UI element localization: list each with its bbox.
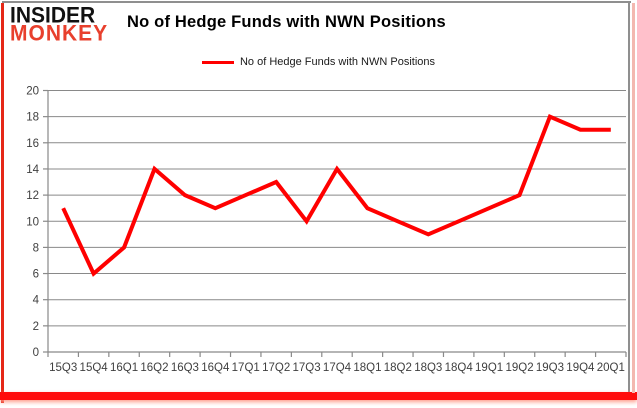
insider-monkey-logo: INSIDER MONKEY <box>10 3 109 47</box>
frame-bottom-red-accent <box>0 392 637 400</box>
chart-title: No of Hedge Funds with NWN Positions <box>127 13 446 31</box>
y-axis-label: 12 <box>26 190 39 202</box>
y-axis-label: 20 <box>26 86 39 98</box>
x-axis-label: 17Q1 <box>232 362 260 374</box>
x-axis-label: 20Q1 <box>597 362 625 374</box>
x-axis-label: 18Q1 <box>353 362 381 374</box>
frame-right-border <box>628 1 630 392</box>
x-axis-label: 18Q3 <box>414 362 442 374</box>
x-axis-label: 16Q3 <box>171 362 199 374</box>
series-line <box>61 114 611 277</box>
x-axis-label: 18Q2 <box>384 362 412 374</box>
y-axis-label: 16 <box>26 138 39 150</box>
y-axis-label: 18 <box>26 112 39 124</box>
logo-monkey: MONKEY <box>10 21 109 47</box>
x-axis-label: 19Q3 <box>536 362 564 374</box>
x-axis-label: 17Q2 <box>262 362 290 374</box>
x-axis-label: 16Q4 <box>201 362 230 374</box>
x-axis-label: 19Q1 <box>475 362 503 374</box>
chart-legend: No of Hedge Funds with NWN Positions <box>0 56 637 68</box>
frame-right-pink-accent <box>632 3 635 393</box>
frame-top-border <box>2 1 631 3</box>
y-axis-label: 8 <box>33 242 39 254</box>
y-axis-label: 14 <box>26 164 39 176</box>
x-axis-label: 17Q3 <box>293 362 321 374</box>
x-axis-label: 19Q2 <box>505 362 533 374</box>
y-axis-label: 2 <box>33 321 39 333</box>
y-axis-label: 6 <box>33 269 39 281</box>
x-axis-label: 17Q4 <box>323 362 352 374</box>
x-axis-label: 18Q4 <box>445 362 474 374</box>
x-axis-label: 16Q1 <box>110 362 138 374</box>
x-axis-label: 15Q4 <box>80 362 109 374</box>
x-axis-label: 19Q4 <box>566 362 595 374</box>
logo-insider: INSIDER <box>10 3 96 28</box>
y-axis-label: 10 <box>26 216 39 228</box>
x-axis-label: 16Q2 <box>140 362 168 374</box>
legend-label: No of Hedge Funds with NWN Positions <box>239 56 436 68</box>
y-axis-label: 0 <box>33 347 39 359</box>
x-axis-label: 15Q3 <box>49 362 77 374</box>
legend-line-swatch <box>201 60 234 64</box>
y-axis-label: 4 <box>33 295 40 307</box>
frame-left-red-accent <box>1 3 4 403</box>
